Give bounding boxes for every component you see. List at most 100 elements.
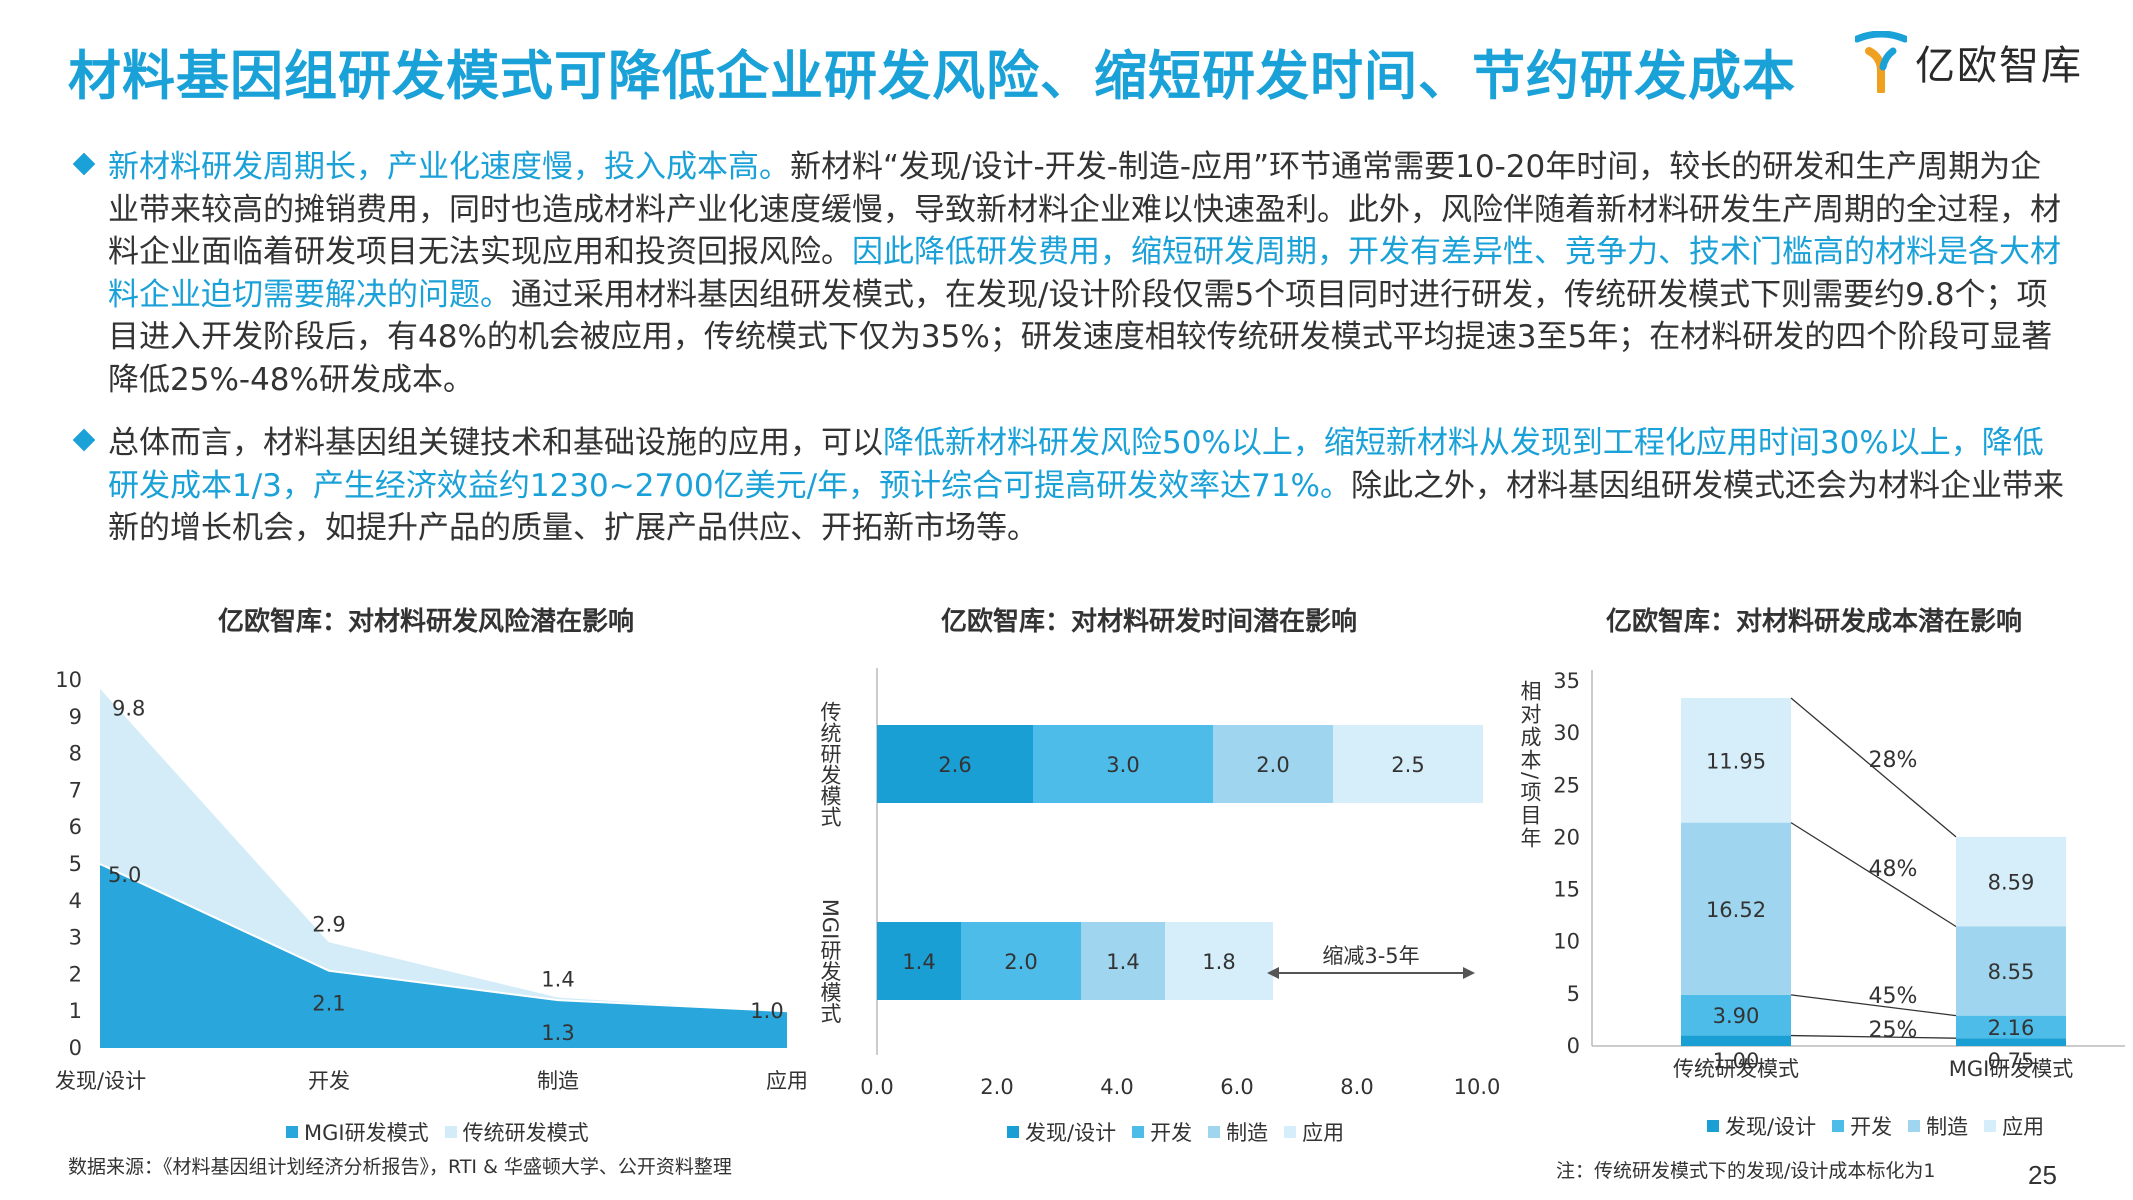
bar-value-label: 1.4	[902, 950, 935, 974]
legend-swatch-apply	[1284, 1126, 1297, 1138]
y-tick-label: 2	[69, 962, 82, 986]
legend-item-develop: 开发	[1832, 1111, 1892, 1141]
bar-segment	[1081, 922, 1165, 1000]
y-tick-label: 4	[69, 889, 82, 913]
logo-text: 亿欧智库	[1915, 43, 2083, 89]
data-label-mgi: 1.3	[541, 1021, 574, 1045]
y-tick-label: 10	[1553, 930, 1580, 954]
connector-line	[1790, 697, 1957, 838]
annotation-label: 缩减3-5年	[1322, 944, 1419, 968]
legend-swatch-design	[1707, 1120, 1719, 1132]
legend-label-develop: 开发	[1850, 1115, 1893, 1139]
category-label: MGI研发模式	[820, 899, 842, 1024]
arrow-left-icon	[1267, 967, 1279, 979]
legend-swatch-develop	[1832, 1120, 1845, 1132]
bar-value-label: 8.59	[1988, 871, 2035, 895]
y-tick-label: 10	[55, 668, 82, 692]
y-tick-label: 25	[1553, 773, 1580, 797]
y-tick-label: 5	[1567, 982, 1580, 1006]
x-tick-label: 制造	[537, 1069, 579, 1093]
legend-item-traditional: 传统研发模式	[444, 1117, 589, 1147]
legend-label-traditional: 传统研发模式	[462, 1121, 589, 1145]
bar-segment	[1681, 822, 1791, 995]
chart-risk: 0 1 2 3 4 5 6 7 8 9 10 发现/设计 开发 制造 应用 9.8 2.9 1.4 1.0 5.0 2.…	[55, 668, 808, 1093]
y-tick-label: 0	[1567, 1034, 1580, 1058]
logo-icon	[1855, 31, 1907, 93]
reduction-label: 48%	[1869, 857, 1918, 882]
paragraph-2-highlight: 降低新材料研发风险50%以上，缩短新材料从发现到工程化应用时间30%以上，降低研…	[108, 425, 2044, 504]
bar-value-label: 1.8	[1202, 950, 1235, 974]
x-tick-label: 开发	[308, 1069, 350, 1093]
y-tick-label: 3	[69, 926, 82, 950]
bar-segment	[1165, 922, 1273, 1000]
bar-value-label: 8.55	[1988, 960, 2035, 984]
arrow-right-icon	[1463, 967, 1475, 979]
chart-time: 2.6 3.0 2.0 2.5 传统研发模式 1.4 2.0 1.4 1.8 MGI研发模式 0.0…	[820, 668, 1500, 1099]
data-label-traditional: 1.4	[541, 967, 574, 991]
legend-label-apply: 应用	[1302, 1121, 1345, 1145]
legend-label-design: 发现/设计	[1725, 1115, 1817, 1139]
legend-item-design: 发现/设计	[1707, 1111, 1816, 1141]
data-label-traditional: 9.8	[112, 696, 145, 720]
chart-time-legend: 发现/设计 开发 制造 应用	[1007, 1117, 1344, 1147]
paragraph-2: 总体而言，材料基因组关键技术和基础设施的应用，可以降低新材料研发风险50%以上，…	[72, 422, 2066, 550]
bar-value-label: 1.4	[1106, 950, 1139, 974]
line-mgi	[99, 863, 788, 1013]
x-tick-label: 应用	[766, 1069, 808, 1093]
bar-value-label: 2.16	[1988, 1016, 2035, 1040]
legend-label-manufacture: 制造	[1926, 1115, 1969, 1139]
legend-label-mgi: MGI研发模式	[304, 1121, 429, 1145]
bar-value-label: 3.0	[1106, 753, 1139, 777]
legend-item-manufacture: 制造	[1208, 1117, 1268, 1147]
page-number: 25	[2028, 1160, 2057, 1190]
paragraph-2-text-1: 总体而言，材料基因组关键技术和基础设施的应用，可以	[108, 425, 883, 461]
chart-risk-legend: MGI研发模式 传统研发模式	[286, 1117, 589, 1147]
line-traditional	[99, 686, 788, 1013]
x-tick-label: 8.0	[1340, 1075, 1373, 1099]
brand-logo: 亿欧智库	[1855, 26, 2083, 98]
legend-item-apply: 应用	[1984, 1111, 2044, 1141]
bar-segment	[1333, 725, 1483, 803]
reduction-label: 25%	[1869, 1018, 1918, 1043]
legend-item-develop: 开发	[1132, 1117, 1192, 1147]
paragraph-1-highlight-1: 新材料研发周期长，产业化速度慢，投入成本高。	[108, 149, 790, 185]
y-tick-label: 1	[69, 999, 82, 1023]
paragraph-1-highlight-2: 因此降低研发费用，缩短研发周期，开发有差异性、竞争力、技术门槛高的材料是各大材料…	[108, 234, 2061, 313]
paragraph-1-text-2: 通过采用材料基因组研发模式，在发现/设计阶段仅需5个项目同时进行研发，传统研发模…	[108, 276, 2053, 398]
bar-segment	[877, 725, 1033, 803]
y-tick-label: 8	[69, 742, 82, 766]
data-label-traditional: 1.0	[750, 999, 783, 1023]
legend-swatch-develop	[1132, 1126, 1145, 1138]
legend-item-mgi: MGI研发模式	[286, 1117, 429, 1147]
bar-segment	[1681, 994, 1791, 1036]
y-tick-label: 6	[69, 815, 82, 839]
area-mgi	[100, 864, 787, 1048]
reduction-label: 28%	[1869, 748, 1918, 773]
x-tick-label: 发现/设计	[55, 1069, 146, 1093]
bar-value-label: 2.5	[1391, 753, 1424, 777]
bar-value-label: 11.95	[1706, 749, 1766, 773]
x-tick-label: 0.0	[860, 1075, 893, 1099]
bar-segment	[1956, 1038, 2066, 1046]
data-label-mgi: 2.1	[312, 992, 345, 1016]
reduction-label: 45%	[1869, 984, 1918, 1009]
x-tick-label: MGI研发模式	[1949, 1057, 2074, 1081]
connector-line	[1790, 994, 1957, 1017]
connector-line	[1790, 822, 1957, 928]
x-tick-label: 6.0	[1220, 1075, 1253, 1099]
x-tick-label: 2.0	[980, 1075, 1013, 1099]
bar-value-label: 16.52	[1706, 898, 1766, 922]
legend-swatch-manufacture	[1208, 1126, 1221, 1138]
bar-segment	[1681, 697, 1791, 823]
legend-label-develop: 开发	[1150, 1121, 1193, 1145]
legend-item-manufacture: 制造	[1908, 1111, 1968, 1141]
x-tick-label: 传统研发模式	[1673, 1057, 1799, 1081]
y-tick-label: 20	[1553, 825, 1580, 849]
legend-label-manufacture: 制造	[1226, 1121, 1269, 1145]
chart-cost: 0 5 10 15 20 25 30 35 相对成本/项目年 1.00 3.90 16.52 11.95…	[1518, 669, 2125, 1081]
legend-swatch-traditional	[444, 1126, 457, 1138]
bar-value-label: 3.90	[1713, 1004, 1760, 1028]
chart-time-title: 亿欧智库：对材料研发时间潜在影响	[941, 607, 1358, 637]
x-tick-label: 4.0	[1100, 1075, 1133, 1099]
page-title: 材料基因组研发模式可降低企业研发风险、缩短研发时间、节约研发成本	[68, 46, 1796, 107]
